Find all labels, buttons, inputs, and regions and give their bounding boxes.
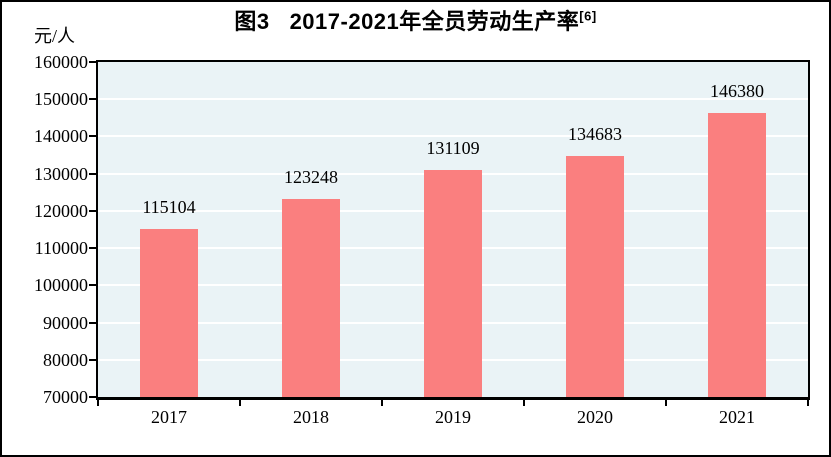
bar xyxy=(424,169,482,397)
y-tick-label: 120000 xyxy=(34,200,88,221)
chart-title-prefix: 图3 xyxy=(234,9,270,34)
x-tick-mark xyxy=(665,400,667,406)
bar xyxy=(282,198,340,397)
x-tick-mark xyxy=(523,400,525,406)
y-tick-label: 150000 xyxy=(34,89,88,110)
y-tick-mark xyxy=(89,98,96,101)
y-tick-mark xyxy=(89,358,96,361)
x-tick-mark xyxy=(381,400,383,406)
chart-title-text: 2017-2021年全员劳动生产率 xyxy=(289,9,580,34)
x-tick-mark xyxy=(807,400,809,406)
y-tick-label: 140000 xyxy=(34,126,88,147)
bar-value-label: 131109 xyxy=(426,137,480,158)
bar-value-label: 134683 xyxy=(568,124,622,145)
bar xyxy=(566,156,624,397)
bar-value-label: 146380 xyxy=(710,80,764,101)
chart-title-footnote-ref: [6] xyxy=(579,8,597,24)
x-tick-mark xyxy=(97,400,99,406)
bar-value-label: 123248 xyxy=(284,166,338,187)
y-axis-unit-label: 元/人 xyxy=(34,26,76,46)
x-tick-label: 2021 xyxy=(719,407,755,427)
y-tick-label: 90000 xyxy=(43,312,88,333)
bar xyxy=(708,112,766,397)
y-tick-mark xyxy=(89,247,96,250)
chart-title: 图3 2017-2021年全员劳动生产率[6] xyxy=(0,9,831,35)
y-tick-mark xyxy=(89,321,96,324)
y-tick-label: 130000 xyxy=(34,163,88,184)
y-tick-label: 100000 xyxy=(34,275,88,296)
y-tick-mark xyxy=(89,284,96,287)
y-tick-label: 70000 xyxy=(43,387,88,407)
x-tick-label: 2019 xyxy=(435,407,471,427)
y-tick-label: 80000 xyxy=(43,349,88,370)
y-gridline xyxy=(98,98,808,101)
y-tick-label: 110000 xyxy=(34,238,88,259)
y-tick-mark xyxy=(89,172,96,175)
y-tick-label: 160000 xyxy=(34,52,88,72)
y-gridline xyxy=(98,135,808,138)
x-tick-label: 2020 xyxy=(577,407,613,427)
y-tick-mark xyxy=(89,135,96,138)
plot-area xyxy=(98,62,808,397)
y-tick-mark xyxy=(89,396,96,398)
y-tick-mark xyxy=(89,61,96,63)
bar-value-label: 115104 xyxy=(142,197,196,218)
bar xyxy=(140,229,198,397)
x-tick-label: 2017 xyxy=(151,407,187,427)
x-tick-mark xyxy=(239,400,241,406)
y-tick-mark xyxy=(89,209,96,212)
x-tick-label: 2018 xyxy=(293,407,329,427)
